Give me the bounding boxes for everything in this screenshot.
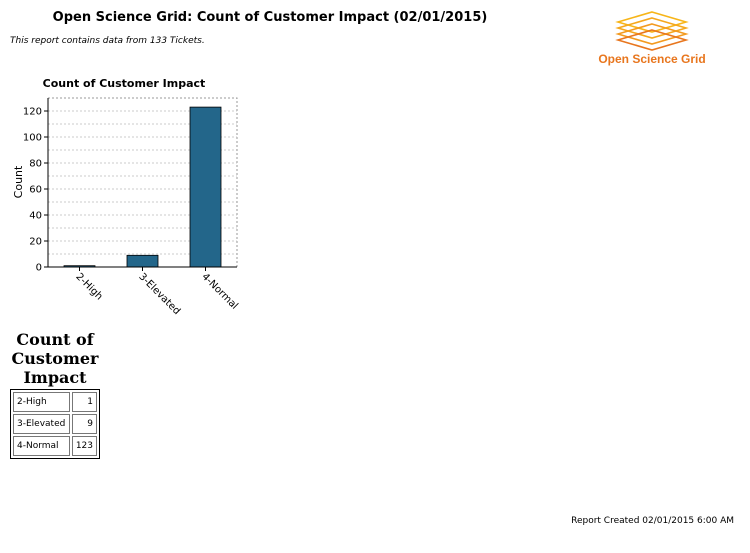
y-tick-label: 120 — [23, 107, 42, 118]
summary-label-cell: 3-Elevated — [13, 414, 70, 434]
y-axis-ticks: 0 20 40 60 80 100 120 — [23, 107, 48, 274]
table-row: 4-Normal 123 — [13, 436, 97, 456]
y-tick-label: 80 — [29, 159, 42, 170]
summary-table: 2-High 1 3-Elevated 9 4-Normal 123 — [10, 389, 100, 459]
logo-text: Open Science Grid — [598, 52, 706, 66]
report-footer: Report Created 02/01/2015 6:00 AM — [571, 516, 734, 526]
x-tick-label: 3-Elevated — [136, 271, 182, 317]
summary-label-cell: 4-Normal — [13, 436, 70, 456]
bar-chart: Count of Customer Impact Count 0 20 40 60 80… — [12, 77, 240, 317]
table-row: 3-Elevated 9 — [13, 414, 97, 434]
summary-value-cell: 1 — [71, 392, 97, 412]
summary-label-cell: 2-High — [13, 392, 70, 412]
y-tick-label: 20 — [29, 237, 42, 248]
y-tick-label: 0 — [36, 263, 42, 274]
table-row: 2-High 1 — [13, 392, 97, 412]
osg-logo-icon — [615, 11, 689, 51]
osg-logo: Open Science Grid — [592, 8, 712, 68]
y-tick-label: 100 — [23, 133, 42, 144]
bars — [63, 106, 222, 268]
x-tick-label: 4-Normal — [199, 271, 239, 311]
summary-section: Count of Customer Impact 2-High 1 3-Elevat… — [10, 330, 100, 459]
bar-3-elevated — [126, 254, 159, 268]
x-tick-label: 2-High — [73, 271, 104, 302]
report-subtitle: This report contains data from 133 Ticke… — [10, 36, 205, 46]
summary-value-cell: 123 — [71, 436, 97, 456]
report-title: Open Science Grid: Count of Customer Imp… — [52, 10, 488, 25]
y-tick-label: 60 — [29, 185, 42, 196]
y-axis-label: Count — [12, 165, 25, 198]
summary-title: Count of Customer Impact — [11, 330, 99, 387]
bar-4-normal — [189, 106, 222, 268]
chart-title: Count of Customer Impact — [43, 77, 206, 90]
summary-value-cell: 9 — [71, 414, 97, 434]
x-axis-ticks: 2-High 3-Elevated 4-Normal — [73, 267, 240, 317]
y-tick-label: 40 — [29, 211, 42, 222]
